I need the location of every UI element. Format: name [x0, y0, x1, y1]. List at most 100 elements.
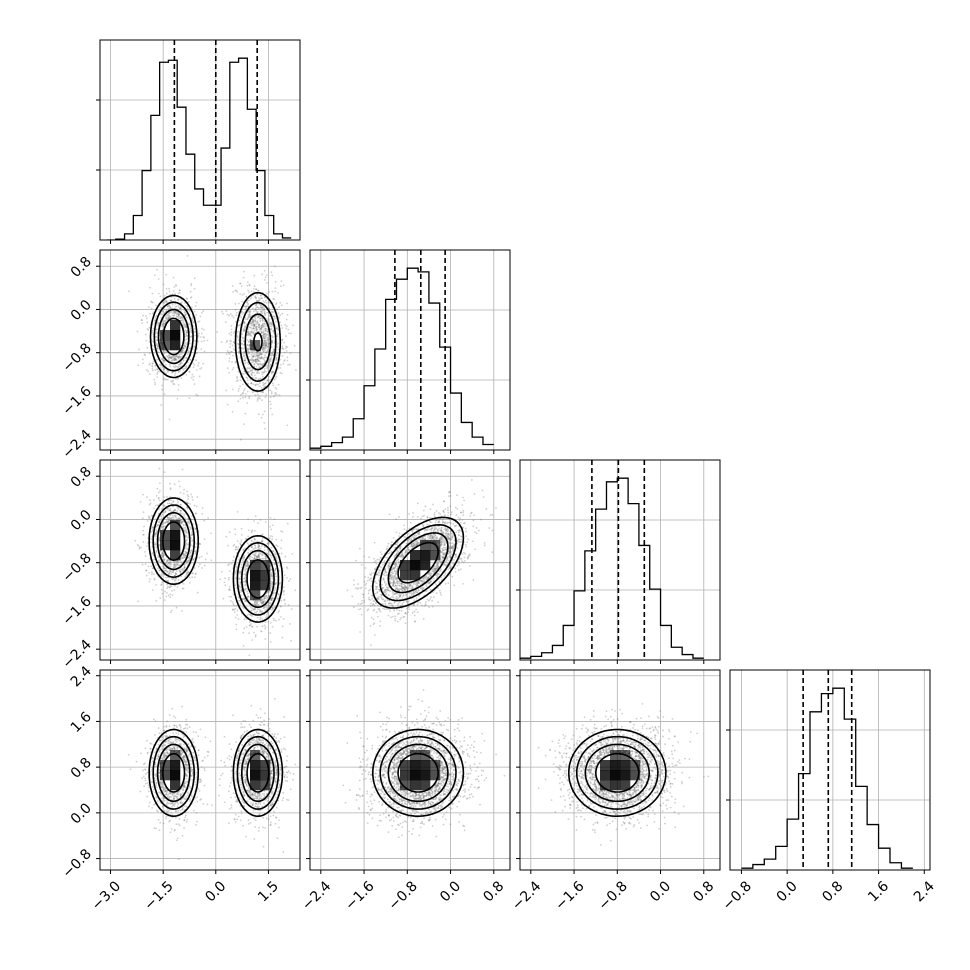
sample-point [270, 528, 273, 531]
sample-point [165, 562, 168, 565]
sample-point [183, 322, 186, 325]
sample-point [167, 313, 170, 316]
sample-point [260, 353, 263, 356]
sample-point [176, 586, 179, 588]
sample-point [237, 370, 240, 373]
sample-point [174, 509, 176, 512]
sample-point [156, 347, 159, 350]
sample-point [157, 491, 160, 494]
sample-point [184, 554, 187, 557]
sample-point [438, 580, 441, 583]
sample-point [456, 494, 458, 496]
sample-point [265, 356, 268, 359]
sample-point [240, 541, 243, 543]
sample-point [245, 568, 248, 570]
sample-point [243, 359, 246, 362]
sample-point [177, 561, 180, 564]
sample-point [244, 600, 247, 602]
sample-point [253, 274, 256, 277]
sample-point [264, 427, 266, 430]
sample-point [265, 334, 268, 337]
sample-point [232, 341, 235, 343]
sample-point [251, 545, 253, 548]
sample-point [242, 340, 245, 342]
sample-point [254, 295, 257, 298]
sample-point [146, 496, 148, 499]
sample-point [254, 547, 257, 549]
sample-point [243, 350, 246, 353]
sample-point [163, 558, 166, 561]
sample-point [157, 504, 160, 507]
sample-point [258, 608, 261, 611]
sample-point [355, 559, 358, 562]
sample-point [250, 373, 253, 376]
sample-point [240, 285, 243, 287]
sample-point [274, 583, 277, 586]
sample-point [264, 382, 267, 384]
sample-point [172, 312, 175, 314]
sample-point [155, 304, 157, 307]
sample-point [200, 555, 203, 558]
sample-point [475, 527, 478, 529]
sample-point [163, 496, 166, 498]
sample-point [252, 608, 255, 611]
sample-point [468, 554, 471, 557]
sample-point [152, 526, 155, 529]
sample-point [263, 327, 266, 330]
sample-point [253, 556, 256, 559]
sample-point [469, 564, 471, 567]
sample-point [253, 554, 256, 556]
sample-point [251, 320, 254, 323]
sample-point [182, 369, 185, 371]
sample-point [169, 306, 172, 308]
sample-point [176, 506, 179, 509]
sample-point [168, 317, 171, 320]
sample-point [158, 508, 160, 511]
sample-point [259, 298, 262, 301]
sample-point [285, 335, 287, 337]
sample-point [263, 279, 266, 281]
sample-point [250, 327, 252, 329]
sample-point [425, 600, 427, 603]
sample-point [267, 362, 270, 365]
sample-point [246, 592, 249, 595]
sample-point [239, 379, 242, 382]
sample-point [444, 573, 447, 576]
sample-point [369, 599, 372, 601]
sample-point [243, 327, 246, 329]
sample-point [456, 547, 459, 550]
sample-point [254, 634, 257, 636]
sample-point [255, 303, 258, 306]
sample-point [396, 565, 399, 567]
sample-point [241, 598, 244, 601]
sample-point [146, 328, 149, 330]
sample-point [253, 608, 256, 611]
sample-point [183, 554, 186, 556]
sample-point [170, 563, 173, 566]
sample-point [156, 347, 159, 349]
sample-point [254, 635, 257, 638]
sample-point [244, 573, 247, 576]
sample-point [254, 304, 257, 307]
sample-point [262, 331, 265, 334]
sample-point [242, 347, 245, 350]
sample-point [147, 329, 150, 331]
sample-point [254, 601, 256, 603]
sample-point [270, 572, 273, 574]
sample-point [199, 543, 201, 545]
sample-point [252, 548, 255, 550]
sample-point [285, 327, 288, 330]
sample-point [263, 312, 266, 315]
sample-point [280, 364, 282, 366]
sample-point [167, 317, 170, 320]
sample-point [379, 610, 382, 613]
sample-point [257, 297, 260, 300]
sample-point [253, 363, 256, 366]
sample-point [175, 315, 178, 318]
sample-point [173, 563, 176, 566]
sample-point [248, 397, 250, 400]
sample-point [234, 577, 237, 580]
sample-point [262, 300, 265, 303]
sample-point [177, 317, 180, 320]
sample-point [263, 269, 266, 272]
